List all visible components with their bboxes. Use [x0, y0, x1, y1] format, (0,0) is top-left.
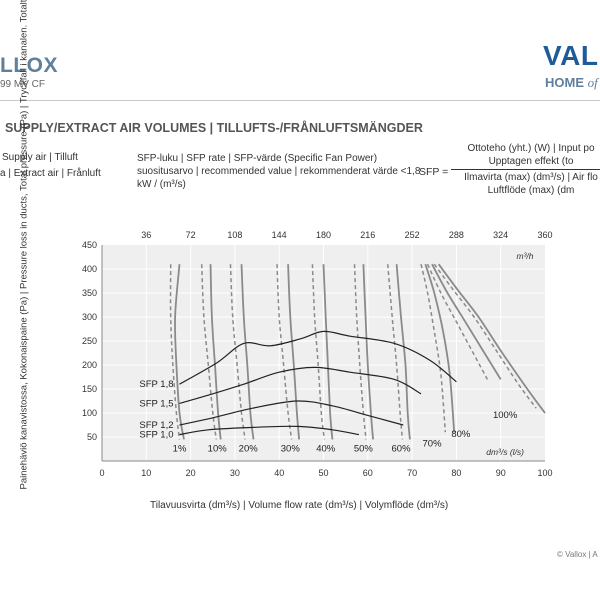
fan-speed-label: 80% — [451, 429, 471, 440]
extract-curve-1pct — [169, 264, 181, 440]
top-tick-label: 36 — [141, 230, 151, 240]
y-tick-label: 50 — [87, 432, 97, 442]
supply-curve-70pct — [424, 263, 456, 433]
formula-lhs: SFP = — [419, 166, 449, 178]
supply-curve-10pct — [209, 264, 222, 440]
top-tick-label: 216 — [360, 230, 375, 240]
supply-curve-50pct — [362, 264, 374, 440]
y-tick-label: 300 — [82, 312, 97, 322]
top-tick-label: 324 — [493, 230, 508, 240]
x-unit-label: dm³/s (l/s) — [486, 447, 524, 457]
fan-speed-label: 10% — [208, 443, 228, 454]
formula-denominator-1: Ilmavirta (max) (dm³/s) | Air flo — [464, 172, 598, 183]
model-name: 99 MV CF — [0, 79, 46, 90]
supply-curve-30pct — [287, 264, 300, 440]
x-tick-label: 0 — [99, 468, 104, 478]
x-tick-label: 80 — [451, 468, 461, 478]
section-heading: SUPPLY/EXTRACT AIR VOLUMES | TILLUFTS-/F… — [5, 121, 423, 135]
header-divider — [0, 100, 600, 101]
x-tick-label: 30 — [230, 468, 240, 478]
fan-speed-label: 100% — [493, 410, 518, 421]
fan-speed-label: 70% — [423, 439, 443, 450]
y-tick-label: 200 — [82, 360, 97, 370]
supply-curve-80pct — [431, 263, 502, 380]
extract-curve-30pct — [276, 264, 293, 440]
x-tick-label: 70 — [407, 468, 417, 478]
extract-curve-60pct — [386, 264, 404, 440]
extract-curve-20pct — [229, 264, 246, 440]
sfp-curve-label: SFP 1,8 — [139, 379, 173, 390]
fan-speed-label: 20% — [239, 443, 259, 454]
y-tick-label: 150 — [82, 384, 97, 394]
y-tick-label: 400 — [82, 264, 97, 274]
sfp-curve — [179, 425, 360, 436]
fan-speed-label: 40% — [316, 443, 336, 454]
supply-curve-100pct — [437, 263, 546, 414]
fan-speed-label: 1% — [173, 443, 187, 454]
top-tick-label: 72 — [186, 230, 196, 240]
x-tick-label: 100 — [537, 468, 552, 478]
y-tick-label: 350 — [82, 288, 97, 298]
top-tick-label: 288 — [449, 230, 464, 240]
supply-curve-60pct — [395, 264, 411, 440]
brand-logo-left: LLOX — [0, 54, 58, 77]
extract-curve-80pct — [426, 263, 489, 380]
extract-curve-100pct — [433, 263, 537, 409]
tagline-bold: HOME — [545, 75, 584, 90]
fan-speed-label: 50% — [354, 443, 374, 454]
fan-speed-label: 60% — [392, 443, 412, 454]
y-tick-label: 250 — [82, 336, 97, 346]
top-tick-label: 144 — [272, 230, 287, 240]
top-tick-label: 108 — [227, 230, 242, 240]
extract-curve-70pct — [420, 264, 447, 433]
sfp-note: SFP-luku | SFP rate | SFP-värde (Specifi… — [137, 153, 421, 190]
top-tick-label: 252 — [405, 230, 420, 240]
sfp-curve-label: SFP 1,0 — [139, 430, 173, 441]
extract-curve-50pct — [353, 264, 367, 440]
legend-supply: Supply air | Tilluft — [2, 152, 78, 163]
x-tick-label: 10 — [141, 468, 151, 478]
sfp-curve — [179, 330, 457, 385]
x-tick-label: 90 — [496, 468, 506, 478]
extract-curve-40pct — [311, 264, 326, 440]
y-tick-label: 100 — [82, 408, 97, 418]
extract-curve-10pct — [200, 264, 218, 440]
top-tick-label: 180 — [316, 230, 331, 240]
tagline-italic: of — [587, 75, 598, 90]
sfp-curve — [179, 366, 422, 404]
legend-extract: a | Extract air | Frånluft — [0, 168, 101, 179]
copyright: © Vallox | A — [557, 550, 598, 559]
top-tick-label: 360 — [537, 230, 552, 240]
x-tick-label: 50 — [318, 468, 328, 478]
supply-curve-1pct — [174, 264, 185, 440]
sfp-curve-label: SFP 1,5 — [139, 398, 173, 409]
formula-numerator-1: Ottoteho (yht.) (W) | Input po — [467, 143, 595, 154]
formula-numerator-2: Upptagen effekt (to — [488, 156, 574, 167]
formula-fraction-bar — [451, 169, 600, 170]
x-tick-label: 40 — [274, 468, 284, 478]
supply-curve-40pct — [322, 264, 334, 440]
sfp-curve — [179, 400, 404, 426]
brand-tagline: HOME of — [545, 75, 598, 91]
sfp-formula: Ottoteho (yht.) (W) | Input po Upptagen … — [451, 142, 600, 197]
x-tick-label: 20 — [186, 468, 196, 478]
brand-logo-right: VALL — [543, 40, 600, 71]
sfp-curve-label: SFP 1,2 — [139, 420, 173, 431]
fan-speed-label: 30% — [281, 443, 301, 454]
formula-denominator-2: Luftflöde (max) (dm — [487, 185, 575, 196]
supply-curve-20pct — [240, 264, 255, 440]
top-unit-label: m³/h — [517, 251, 534, 261]
x-axis-label: Tilavuusvirta (dm³/s) | Volume flow rate… — [150, 500, 449, 511]
x-tick-label: 60 — [363, 468, 373, 478]
y-tick-label: 450 — [82, 240, 97, 250]
